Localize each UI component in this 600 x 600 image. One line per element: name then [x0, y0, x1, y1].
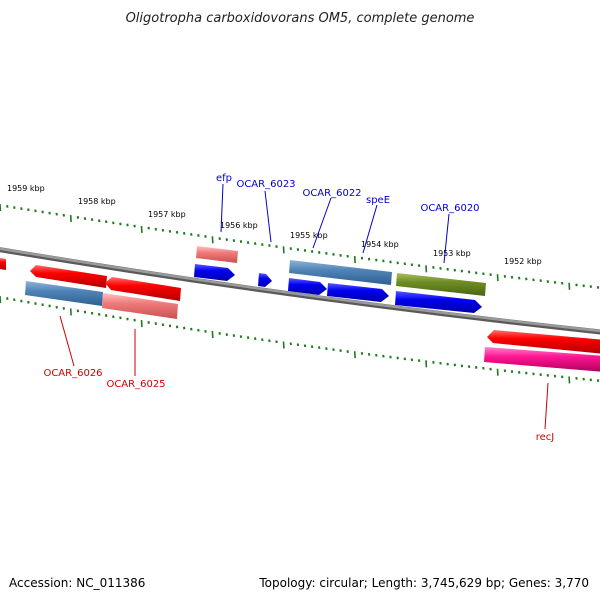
gene-label-ocar6022[interactable]: OCAR_6022	[302, 188, 361, 199]
kbp-label: 1953 kbp	[433, 249, 471, 258]
gene-label-ocar6020[interactable]: OCAR_6020	[420, 203, 479, 214]
ocar6022-leader	[312, 197, 332, 249]
inner-tick-row	[0, 295, 600, 384]
ocar6026-leader	[59, 315, 75, 367]
recj-leader	[544, 382, 549, 430]
gene-arrow[interactable]	[194, 264, 235, 281]
spee-leader	[362, 204, 378, 254]
kbp-label: 1954 kbp	[361, 240, 399, 249]
genome-summary-text: Topology: circular; Length: 3,745,629 bp…	[258, 576, 589, 590]
kbp-label: 1952 kbp	[504, 257, 542, 266]
ocar6023-leader	[264, 190, 272, 243]
gene-arrow[interactable]	[288, 278, 327, 295]
gene-label-ocar6023[interactable]: OCAR_6023	[236, 179, 295, 190]
gene-labels: efp OCAR_6023 OCAR_6022 speE OCAR_6020 O…	[43, 173, 554, 443]
gene-feature[interactable]	[289, 260, 392, 285]
gene-label-efp[interactable]: efp	[216, 173, 232, 184]
kbp-label: 1959 kbp	[7, 184, 45, 193]
kbp-label: 1955 kbp	[290, 231, 328, 240]
gene-feature[interactable]	[484, 347, 600, 372]
gene-feature[interactable]	[196, 246, 238, 263]
ocar6020-leader	[443, 213, 450, 264]
gene-arrow[interactable]	[258, 273, 272, 287]
forward-arrows	[194, 264, 482, 313]
kbp-label: 1956 kbp	[220, 221, 258, 230]
genome-backbone	[0, 247, 600, 333]
gene-arrow[interactable]	[105, 277, 181, 301]
gene-feature[interactable]	[0, 258, 6, 270]
reverse-strand-genes	[25, 281, 600, 372]
outer-tick-row	[0, 203, 600, 290]
kbp-scale-labels: 1959 kbp 1958 kbp 1957 kbp 1956 kbp 1955…	[7, 184, 542, 266]
gene-feature[interactable]	[102, 293, 178, 319]
gene-label-recj[interactable]: recJ	[536, 432, 555, 443]
kbp-label: 1957 kbp	[148, 210, 186, 219]
gene-arrow[interactable]	[395, 291, 482, 313]
label-leaders	[59, 183, 549, 430]
gene-arrow[interactable]	[30, 265, 107, 288]
gene-feature[interactable]	[396, 273, 486, 296]
reverse-arrows	[30, 265, 600, 354]
gene-label-ocar6025[interactable]: OCAR_6025	[106, 379, 165, 390]
gene-feature[interactable]	[25, 281, 103, 306]
gene-arrow[interactable]	[487, 330, 600, 354]
gene-label-spee[interactable]: speE	[366, 195, 390, 206]
efp-leader	[220, 183, 224, 233]
forward-strand-genes	[0, 246, 486, 296]
map-title: Oligotropha carboxidovorans OM5, complet…	[126, 11, 475, 26]
accession-text: Accession: NC_011386	[9, 576, 145, 590]
kbp-label: 1958 kbp	[78, 197, 116, 206]
gene-arrow[interactable]	[327, 283, 389, 302]
gene-label-ocar6026[interactable]: OCAR_6026	[43, 368, 102, 379]
